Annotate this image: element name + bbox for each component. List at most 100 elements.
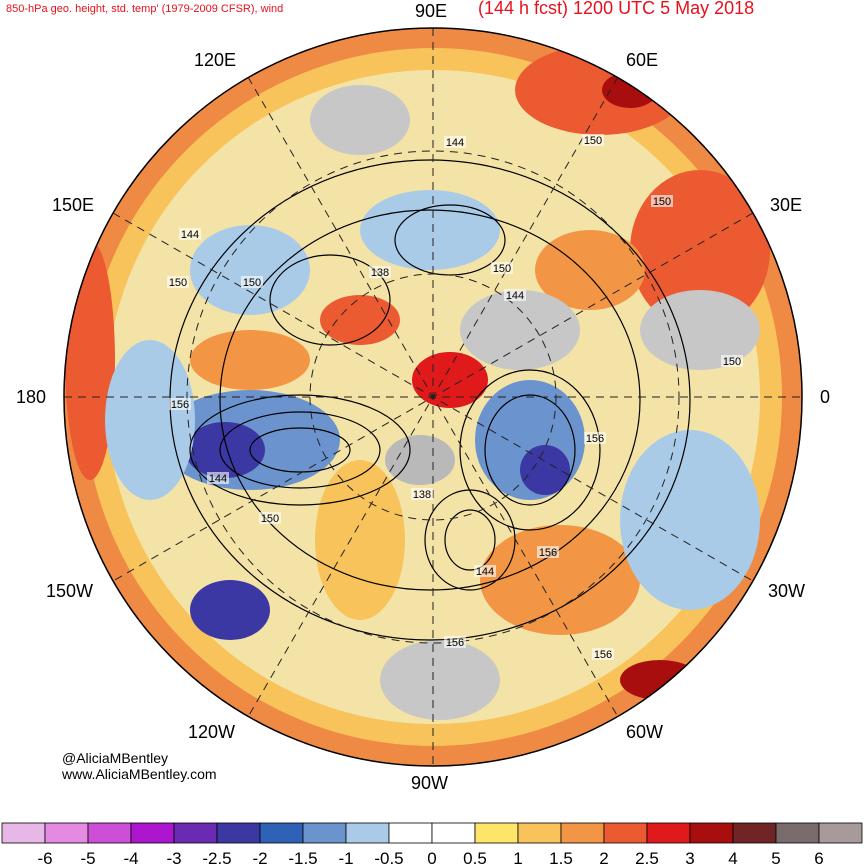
contour-label: 144 xyxy=(506,290,524,302)
contour-label: 156 xyxy=(539,547,557,559)
colorbar-swatch xyxy=(44,822,89,844)
contour-label: 156 xyxy=(594,649,612,661)
colorbar-swatch xyxy=(646,822,691,844)
terrain-mask xyxy=(310,85,410,155)
colorbar-swatch xyxy=(818,822,863,844)
colorbar-label: 0.5 xyxy=(463,849,487,865)
lon-label-150w: 150W xyxy=(46,581,94,601)
contour-label: 150 xyxy=(261,513,279,525)
contour-label-bg xyxy=(491,262,513,274)
warm-anomaly-region xyxy=(480,525,640,635)
colorbar-swatch xyxy=(216,822,261,844)
lon-label-90e: 90E xyxy=(415,1,448,21)
lon-label-120e: 120E xyxy=(194,50,237,70)
contour-label-bg xyxy=(411,488,433,500)
lon-label-60w: 60W xyxy=(626,722,664,742)
contour-label: 144 xyxy=(446,137,464,149)
contour-label: 138 xyxy=(371,267,389,279)
colorbar-swatch xyxy=(345,822,390,844)
colorbar-swatch xyxy=(517,822,562,844)
warm-anomaly-region xyxy=(320,295,400,345)
header-left-title: 850-hPa geo. height, std. temp' (1979-20… xyxy=(6,3,284,15)
contour-label: 150 xyxy=(584,135,602,147)
credit-handle: @AliciaMBentley xyxy=(62,750,169,766)
colorbar-swatch xyxy=(560,822,605,844)
contour-label-bg xyxy=(651,195,673,207)
lon-label-30e: 30E xyxy=(770,195,803,215)
colorbar-label: 2.5 xyxy=(635,849,659,865)
colorbar: -6 -5 -4 -3 -2.5 -2 -1.5 -1 -0.5 0 0.5 1 1.5 2 2.5 3 4 5 6 xyxy=(1,822,863,865)
contour-label-bg xyxy=(259,512,281,524)
colorbar-swatch xyxy=(775,822,820,844)
contour-label: 150 xyxy=(723,356,741,368)
lon-label-0: 0 xyxy=(820,387,831,407)
contour-label: 156 xyxy=(586,433,604,445)
colorbar-swatch xyxy=(388,822,433,844)
cold-anomaly-region xyxy=(190,225,310,315)
warm-anomaly-region xyxy=(630,170,770,330)
colorbar-label: -1 xyxy=(338,849,353,865)
colorbar-swatch xyxy=(173,822,218,844)
colorbar-label: -1.5 xyxy=(288,849,317,865)
warm-anomaly-region xyxy=(535,230,645,310)
hemisphere-disc xyxy=(63,27,803,767)
contour-label: 144 xyxy=(209,473,227,485)
lon-label-120w: 120W xyxy=(188,722,236,742)
colorbar-label: -4 xyxy=(123,849,138,865)
warm-anomaly-core xyxy=(620,660,700,700)
contour-label: 150 xyxy=(653,196,671,208)
colorbar-label: 4 xyxy=(728,849,737,865)
lon-label-60e: 60E xyxy=(626,50,659,70)
contour-label-bg xyxy=(592,648,614,660)
contour-label-bg xyxy=(504,289,526,301)
colorbar-label: -5 xyxy=(80,849,95,865)
contour-label-bg xyxy=(207,472,229,484)
warm-anomaly-region xyxy=(315,460,405,620)
colorbar-label: -2.5 xyxy=(202,849,231,865)
contour-label: 156 xyxy=(446,637,464,649)
contour-label-bg xyxy=(582,134,604,146)
contour-label-bg xyxy=(241,276,263,288)
contour-label-bg xyxy=(167,276,189,288)
cold-anomaly-region xyxy=(620,430,760,610)
contour-label-bg xyxy=(369,266,391,278)
credit-site: www.AliciaMBentley.com xyxy=(62,766,217,782)
contour-label-bg xyxy=(444,136,466,148)
colorbar-swatch xyxy=(732,822,777,844)
header-right-title: (144 h fcst) 1200 UTC 5 May 2018 xyxy=(478,0,755,18)
lon-label-30w: 30W xyxy=(768,581,806,601)
colorbar-label: 1.5 xyxy=(549,849,573,865)
terrain-mask xyxy=(640,290,760,370)
colorbar-swatch xyxy=(1,822,46,844)
cold-anomaly-core xyxy=(185,422,265,478)
colorbar-swatch xyxy=(87,822,132,844)
colorbar-swatch xyxy=(302,822,347,844)
colorbar-label: -3 xyxy=(166,849,181,865)
colorbar-swatch xyxy=(603,822,648,844)
contour-label-bg xyxy=(721,355,743,367)
colorbar-label: 2 xyxy=(599,849,608,865)
contour-label: 156 xyxy=(171,399,189,411)
contour-label: 150 xyxy=(243,277,261,289)
colorbar-label: 5 xyxy=(771,849,780,865)
contour-label: 150 xyxy=(493,263,511,275)
contour-label-bg xyxy=(169,398,191,410)
graticule xyxy=(64,28,802,766)
colorbar-label: 0 xyxy=(427,849,436,865)
colorbar-label: -6 xyxy=(37,849,52,865)
contour-label-bg xyxy=(179,228,201,240)
colorbar-swatch xyxy=(474,822,519,844)
warm-anomaly-region xyxy=(190,330,310,390)
contour-label-group: 144 150 150 150 150 144 138 150 144 156 156 144 150 1… xyxy=(167,134,743,661)
contour-label: 138 xyxy=(413,489,431,501)
colorbar-swatch xyxy=(431,822,476,844)
terrain-mask xyxy=(385,435,455,485)
terrain-mask xyxy=(460,290,580,370)
colorbar-label: -0.5 xyxy=(374,849,403,865)
lon-label-90w: 90W xyxy=(411,773,449,793)
contour-label-bg xyxy=(444,636,466,648)
contour-label: 150 xyxy=(169,277,187,289)
lon-label-150e: 150E xyxy=(52,195,95,215)
